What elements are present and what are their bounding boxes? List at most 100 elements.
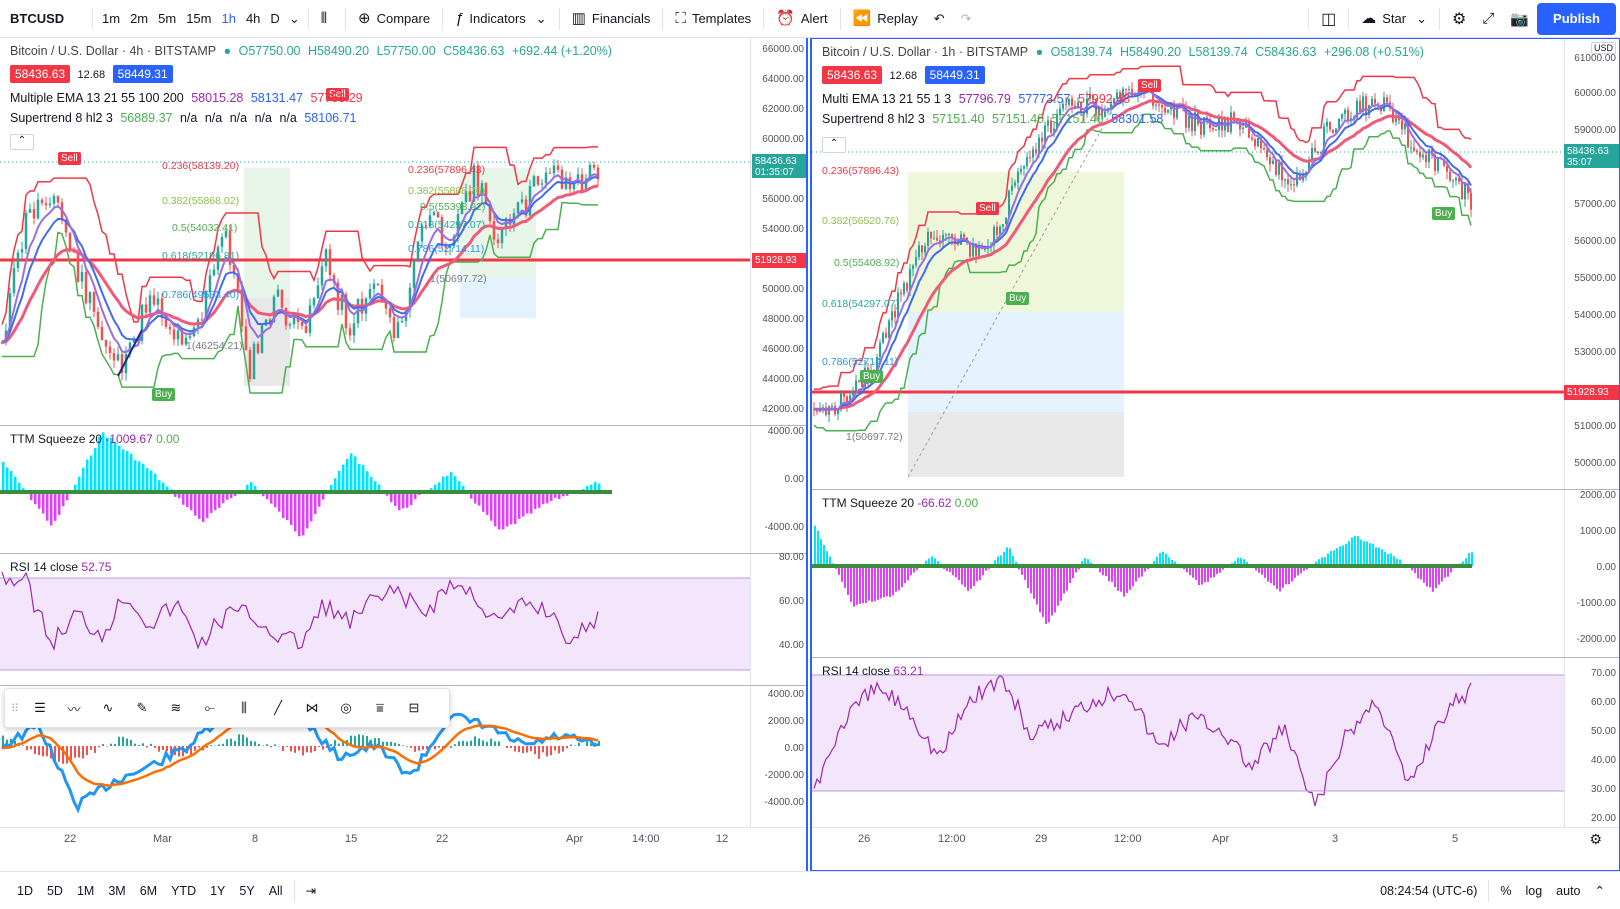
rsi-pane-right[interactable]: RSI 14 close 63.21 70.00 60.00 50.00 40.… [812,657,1619,828]
financials-button[interactable]: ▥ Financials [564,0,659,38]
candle-body [32,208,36,219]
range-1y[interactable]: 1Y [210,883,226,898]
templates-button[interactable]: ⛶ Templates [667,0,759,38]
symbol-search[interactable]: BTCUSD [10,11,65,26]
pitchfork-tool-icon[interactable]: ⫼ [241,700,247,715]
main-chart-right[interactable] [812,39,1564,489]
price-tick: 60000.00 [1574,88,1616,99]
ttm-pane-left[interactable]: TTM Squeeze 20 -1009.67 0.00 4000.00 0.0… [0,425,806,554]
star-button[interactable]: ☁ Star ⌄ [1353,0,1435,38]
fib-trend-line[interactable] [907,88,1125,478]
publish-button[interactable]: Publish [1537,2,1616,35]
histogram-bar [402,745,404,746]
snapshot-button[interactable]: 📷 [1502,0,1537,38]
rsi-label: RSI 14 close [10,560,79,574]
range-all[interactable]: All [268,883,283,898]
interval-5m[interactable]: 5m [158,11,177,26]
gear-icon[interactable]: ⚙ [1589,831,1602,847]
range-5y[interactable]: 5Y [239,883,255,898]
histogram-bar [78,476,81,492]
fib-label: 0.618(54297.07) [822,298,900,310]
bid-button[interactable]: 58436.63 [822,66,883,84]
histogram-bar [58,746,60,762]
range-1d[interactable]: 1D [17,883,33,898]
chevron-down-icon[interactable]: ⌄ [288,10,300,26]
trend-line-tool-icon[interactable]: ╱ [274,700,282,715]
histogram-bar [122,449,125,492]
price-axis-right[interactable]: USD 61000.00 60000.00 59000.00 57000.00 … [1564,39,1619,489]
fullscreen-button[interactable]: ⤢ [1474,0,1502,38]
goto-date-icon[interactable]: ⇥ [305,884,317,898]
candle-body [1122,88,1124,99]
brush-tool-icon[interactable]: ✎ [136,700,148,715]
interval-1m[interactable]: 1m [102,11,121,26]
interval-d[interactable]: D [270,11,280,26]
fib-retracement-tool-icon[interactable]: ☰ [34,700,46,715]
ask-button[interactable]: 58449.31 [924,66,985,84]
ttm-pane-right[interactable]: TTM Squeeze 20 -66.62 0.00 2000.00 1000.… [812,489,1619,658]
replay-button[interactable]: ⏪ Replay [845,0,926,38]
cycle-tool-icon[interactable]: ◎ [340,700,352,715]
drawing-toolbar[interactable]: ⠿ ☰ 〰 ∿ ✎ ≋ ⟜ ⫼ ╱ ⋈ ◎ ⩸ ⊟ [4,688,450,728]
collapse-legend-button[interactable]: ⌃ [10,134,34,150]
clock[interactable]: 08:24:54 (UTC-6) [1380,883,1478,898]
log-toggle[interactable]: log [1525,883,1543,898]
histogram-bar [913,566,915,573]
chart-pane-right[interactable]: USD 61000.00 60000.00 59000.00 57000.00 … [810,38,1620,871]
ask-button[interactable]: 58449.31 [112,65,173,83]
alert-button[interactable]: ⏰ Alert [768,0,835,38]
percent-toggle[interactable]: % [1500,883,1512,898]
indicators-button[interactable]: ƒ Indicators ⌄ [447,0,555,38]
pattern-tool-icon[interactable]: ⋈ [305,700,319,715]
elliott-wave-tool-icon[interactable]: 〰 [67,701,81,717]
supertrend-label: Supertrend 8 hl2 3 [822,112,925,126]
horizontal-ray-tool-icon[interactable]: ⟜ [204,700,216,715]
histogram-bar [414,746,416,752]
drag-handle-icon[interactable]: ⠿ [11,702,20,715]
interval-4h[interactable]: 4h [245,11,261,26]
histogram-bar [1360,539,1362,566]
settings-button[interactable]: ⚙ [1444,0,1474,38]
range-3m[interactable]: 3M [108,883,126,898]
main-chart-left[interactable] [0,38,750,440]
rsi-tick: 60.00 [1590,697,1616,708]
layout-button[interactable]: ◫ [1313,0,1344,38]
histogram-bar [366,471,369,492]
histogram-bar [829,556,831,566]
time-axis-left[interactable]: 22 Mar 8 15 22 Apr 14:00 12 [0,827,806,849]
interval-2m[interactable]: 2m [130,11,149,26]
ttm-value: 0.00 [954,496,979,510]
range-5d[interactable]: 5D [46,883,63,898]
range-1m[interactable]: 1M [76,883,95,898]
compare-button[interactable]: ⊕ Compare [350,0,438,38]
histogram-bar [442,476,445,492]
rsi-pane-left[interactable]: RSI 14 close 52.75 80.00 60.00 40.00 [0,552,806,686]
price-axis-left[interactable]: 66000.00 64000.00 62000.00 60000.00 5600… [750,38,806,440]
range-6m[interactable]: 6M [139,883,158,898]
collapse-legend-button[interactable]: ⌃ [822,137,846,153]
parallel-channel-tool-icon[interactable]: ⩸ [376,700,384,715]
histogram-bar [178,492,181,499]
chart-legend-left: Bitcoin / U.S. Dollar · 4h · BITSTAMP ● … [10,44,616,58]
abc-pattern-tool-icon[interactable]: ∿ [102,700,114,715]
candle-body [352,323,356,336]
interval-1h[interactable]: 1h [221,11,236,26]
gann-box-tool-icon[interactable]: ⊟ [408,700,420,715]
bid-button[interactable]: 58436.63 [10,65,71,83]
time-axis-right[interactable]: 26 12:00 29 12:00 Apr 3 5 ⚙ [812,827,1619,849]
interval-15m[interactable]: 15m [186,11,212,26]
candle-body [1437,158,1439,171]
range-ytd[interactable]: YTD [171,883,197,898]
fib-fan-tool-icon[interactable]: ≋ [170,700,182,715]
currency-button[interactable]: USD [1590,42,1616,54]
candle-body [304,325,308,333]
candle-body [1335,128,1337,134]
chevron-up-icon[interactable]: ⌃ [1594,884,1605,898]
undo-button[interactable]: ↶ [926,0,953,38]
auto-toggle[interactable]: auto [1556,883,1581,898]
chart-pane-left[interactable]: 66000.00 64000.00 62000.00 60000.00 5600… [0,38,808,871]
redo-button[interactable]: ↷ [953,0,980,38]
candle-body [1200,124,1202,135]
trend-line-left[interactable] [117,329,143,377]
bar-style-button[interactable]: ⫴ [313,0,341,38]
